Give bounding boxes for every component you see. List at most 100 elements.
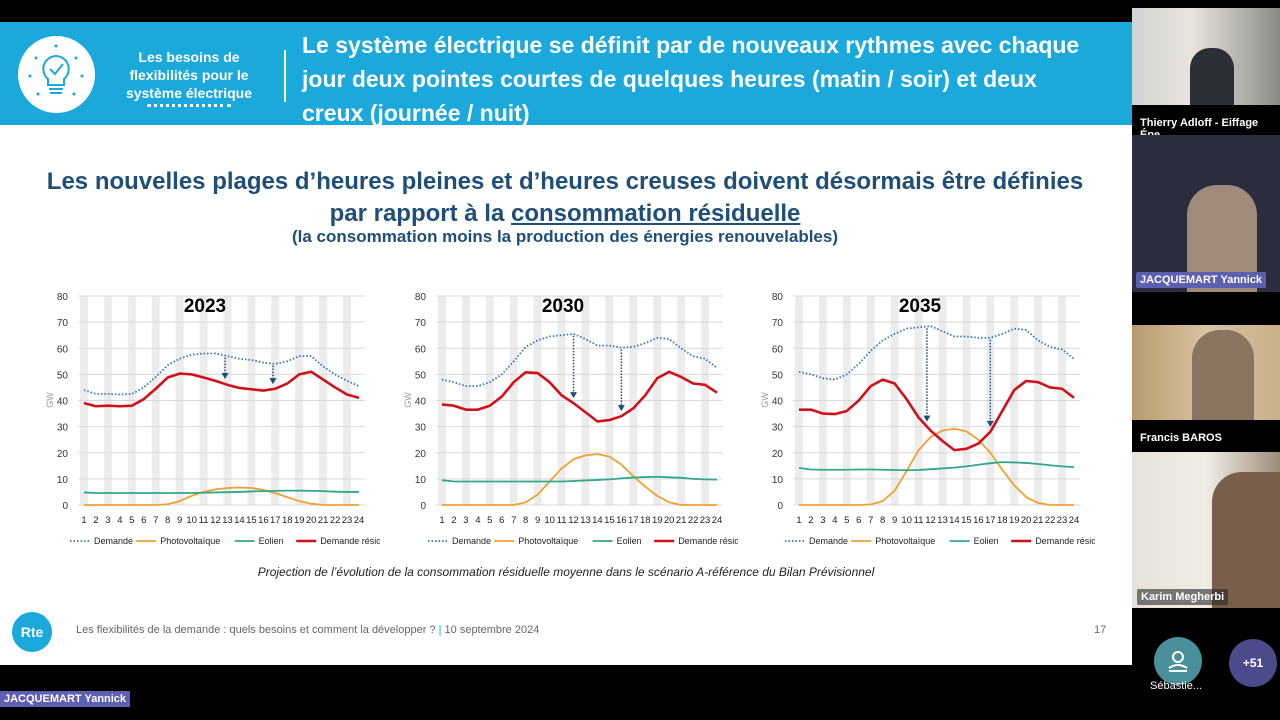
shared-slide: Les besoins de flexibilités pour le syst… xyxy=(0,22,1132,665)
y-tick-label: 10 xyxy=(772,475,784,486)
x-tick-label: 4 xyxy=(475,515,480,526)
x-tick-label: 6 xyxy=(141,515,146,526)
participant-name: Francis BAROS xyxy=(1140,432,1222,444)
x-tick-label: 7 xyxy=(153,515,158,526)
y-tick-label: 50 xyxy=(57,370,69,381)
legend-label: Photovoltaïque xyxy=(875,536,935,546)
subheadline: (la consommation moins la production des… xyxy=(291,227,838,246)
x-tick-label: 6 xyxy=(499,515,504,526)
y-tick-label: 30 xyxy=(57,423,69,434)
chart-caption: Projection de l’évolution de la consomma… xyxy=(257,565,875,579)
arrow-head-icon xyxy=(986,420,994,427)
y-tick-label: 30 xyxy=(772,423,784,434)
legend-label: Eolien xyxy=(259,536,284,546)
series-line-photovolta-que xyxy=(83,486,360,506)
x-tick-label: 3 xyxy=(820,515,825,526)
y-tick-label: 60 xyxy=(772,344,784,355)
x-tick-label: 19 xyxy=(1009,515,1020,526)
legend-label: Demande résiduelle xyxy=(1035,536,1095,546)
series-line-demande-r-siduelle xyxy=(83,370,360,408)
x-tick-label: 11 xyxy=(914,515,924,526)
x-tick-label: 16 xyxy=(616,515,627,526)
x-tick-label: 12 xyxy=(568,515,579,526)
x-tick-label: 21 xyxy=(676,515,687,526)
y-tick-label: 0 xyxy=(62,501,68,512)
x-tick-label: 13 xyxy=(937,515,948,526)
y-tick-label: 80 xyxy=(57,292,69,303)
video-tile-thierry[interactable] xyxy=(1132,8,1280,105)
x-tick-label: 5 xyxy=(129,515,134,526)
legend-label: Demande résiduelle xyxy=(320,536,380,546)
series-line-demande xyxy=(798,325,1075,381)
x-tick-label: 10 xyxy=(544,515,555,526)
more-participants-button[interactable]: +51 xyxy=(1229,639,1277,687)
video-tile-jacquemart[interactable] xyxy=(1132,135,1280,292)
legend-label: Photovoltaïque xyxy=(160,536,220,546)
chart-title: 2035 xyxy=(899,296,942,317)
arrow-head-icon xyxy=(221,373,229,380)
y-tick-label: 80 xyxy=(772,292,784,303)
series-line-eolien xyxy=(798,461,1075,472)
y-axis-label: GW xyxy=(403,392,413,408)
y-tick-label: 70 xyxy=(57,318,69,329)
series-line-demande xyxy=(441,332,718,388)
x-tick-label: 23 xyxy=(700,515,711,526)
video-tile-francis[interactable] xyxy=(1132,325,1280,420)
x-tick-label: 2 xyxy=(93,515,98,526)
series-line-demande-r-siduelle xyxy=(441,370,718,423)
x-tick-label: 16 xyxy=(973,515,984,526)
video-tile-karim[interactable] xyxy=(1132,452,1280,608)
x-tick-label: 21 xyxy=(1033,515,1044,526)
x-tick-label: 20 xyxy=(306,515,317,526)
series-line-demande xyxy=(83,352,360,396)
rte-logo: Rte xyxy=(12,612,52,652)
participant-video xyxy=(1192,330,1254,420)
person-icon xyxy=(1168,651,1188,672)
x-tick-label: 9 xyxy=(535,515,540,526)
x-tick-label: 6 xyxy=(856,515,861,526)
y-tick-label: 40 xyxy=(57,397,69,408)
chart-2023: 0 10 20 30 40 50 60 70 80 GW 1 2 3 4 5 6 7 8 9 10 11 12 13 14 15… xyxy=(40,285,400,555)
y-tick-label: 10 xyxy=(57,475,69,486)
x-tick-label: 23 xyxy=(342,515,353,526)
x-tick-label: 23 xyxy=(1057,515,1068,526)
x-tick-label: 22 xyxy=(1045,515,1056,526)
x-tick-label: 8 xyxy=(523,515,528,526)
x-tick-label: 24 xyxy=(354,515,365,526)
x-tick-label: 3 xyxy=(463,515,468,526)
x-tick-label: 8 xyxy=(880,515,885,526)
participant-video xyxy=(1190,48,1234,105)
x-tick-label: 5 xyxy=(487,515,492,526)
participant-avatar[interactable] xyxy=(1154,637,1202,685)
page-number: 17 xyxy=(1094,624,1107,636)
arrow-head-icon xyxy=(269,378,277,385)
x-tick-label: 14 xyxy=(234,515,245,526)
x-tick-label: 19 xyxy=(294,515,305,526)
y-tick-label: 40 xyxy=(415,397,427,408)
chart-title: 2023 xyxy=(184,296,226,317)
x-tick-label: 22 xyxy=(688,515,699,526)
x-tick-label: 1 xyxy=(81,515,86,526)
x-tick-label: 15 xyxy=(961,515,972,526)
participant-name-tag: Karim Megherbi xyxy=(1137,589,1229,605)
active-speaker-tag: JACQUEMART Yannick xyxy=(0,691,131,707)
arrow-head-icon xyxy=(923,415,931,422)
lightbulb-check-icon xyxy=(18,36,95,113)
x-tick-label: 10 xyxy=(901,515,912,526)
y-tick-label: 10 xyxy=(415,475,427,486)
y-tick-label: 70 xyxy=(772,318,784,329)
y-tick-label: 20 xyxy=(415,449,427,460)
x-tick-label: 12 xyxy=(210,515,221,526)
x-tick-label: 17 xyxy=(628,515,639,526)
chart-2035: 0 10 20 30 40 50 60 70 80 GW 1 2 3 4 5 6 7 8 9 10 11 12 13 14 15… xyxy=(755,285,1115,555)
y-tick-label: 30 xyxy=(415,423,427,434)
x-tick-label: 15 xyxy=(246,515,257,526)
x-tick-label: 14 xyxy=(949,515,960,526)
x-tick-label: 8 xyxy=(165,515,170,526)
x-tick-label: 24 xyxy=(1069,515,1080,526)
x-tick-label: 11 xyxy=(557,515,567,526)
x-tick-label: 3 xyxy=(105,515,110,526)
y-tick-label: 20 xyxy=(772,449,784,460)
